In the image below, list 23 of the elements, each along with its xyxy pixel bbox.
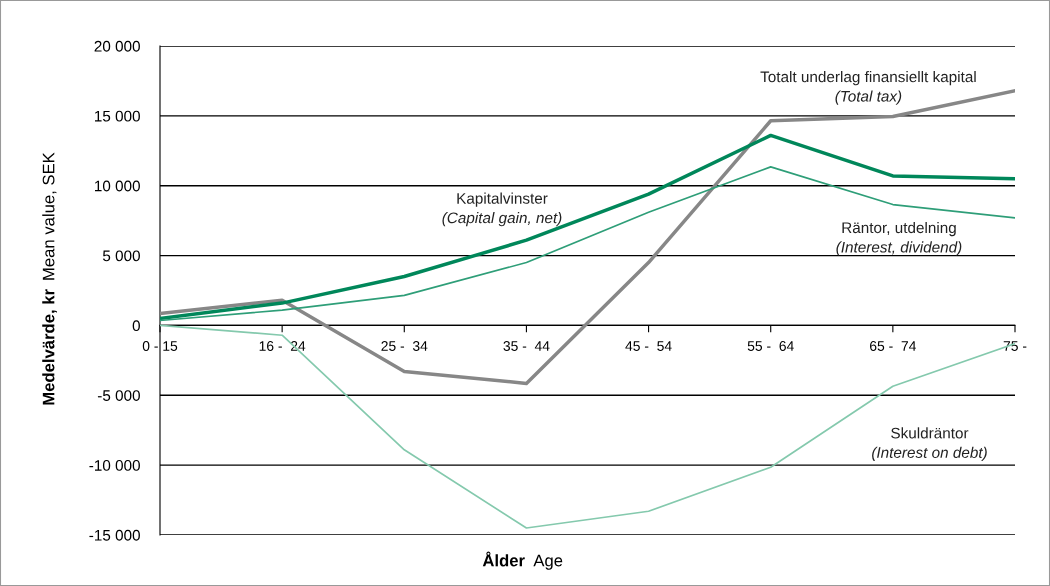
x-tick-label: 16 - 24 (259, 341, 306, 351)
x-tick-label: 55 - 64 (747, 341, 794, 351)
line-series (160, 166, 1015, 322)
x-axis-title: Ålder Age (482, 551, 563, 570)
x-tick-label: 25 - 34 (381, 341, 428, 351)
line-series (160, 133, 1015, 321)
y-tick-label: 10 000 (95, 180, 140, 192)
y-tick-label: -15 000 (89, 529, 140, 541)
x-tick-label: 65 - 74 (870, 341, 916, 351)
x-tick-label: 0 - 15 (142, 341, 178, 351)
y-tick-label: -10 000 (89, 460, 140, 471)
series-label: Kapitalvinster (Capital gain, net) (442, 192, 562, 227)
series-label: Räntor, utdelning (Interest, dividend) (836, 221, 962, 256)
y-tick-label: 5 000 (102, 250, 140, 262)
x-tick-label: 45 - 54 (625, 341, 672, 351)
y-tick-label: 0 (132, 320, 140, 332)
y-tick-label: 15 000 (95, 110, 140, 122)
x-tick-label: 35 - 44 (503, 341, 550, 351)
series-label: Skuldräntor (Interest on debt) (872, 427, 987, 461)
y-axis-title: Medelvärde, kr Mean value, SEK (42, 152, 57, 405)
y-tick-label: -5 000 (97, 390, 140, 401)
y-tick-label: 20 000 (94, 40, 140, 52)
series-label: Totalt underlag finansiellt kapital (Total tax) (760, 71, 976, 105)
